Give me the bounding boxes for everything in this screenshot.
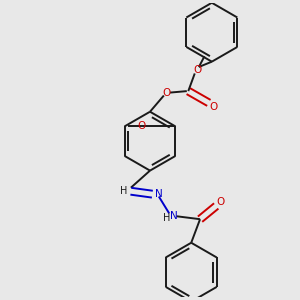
Text: H: H — [120, 186, 127, 196]
Text: N: N — [170, 211, 177, 221]
Text: O: O — [209, 102, 218, 112]
Text: O: O — [162, 88, 170, 98]
Text: N: N — [155, 189, 163, 199]
Text: O: O — [137, 122, 146, 131]
Text: H: H — [163, 213, 170, 223]
Text: O: O — [217, 196, 225, 206]
Text: O: O — [193, 65, 201, 76]
